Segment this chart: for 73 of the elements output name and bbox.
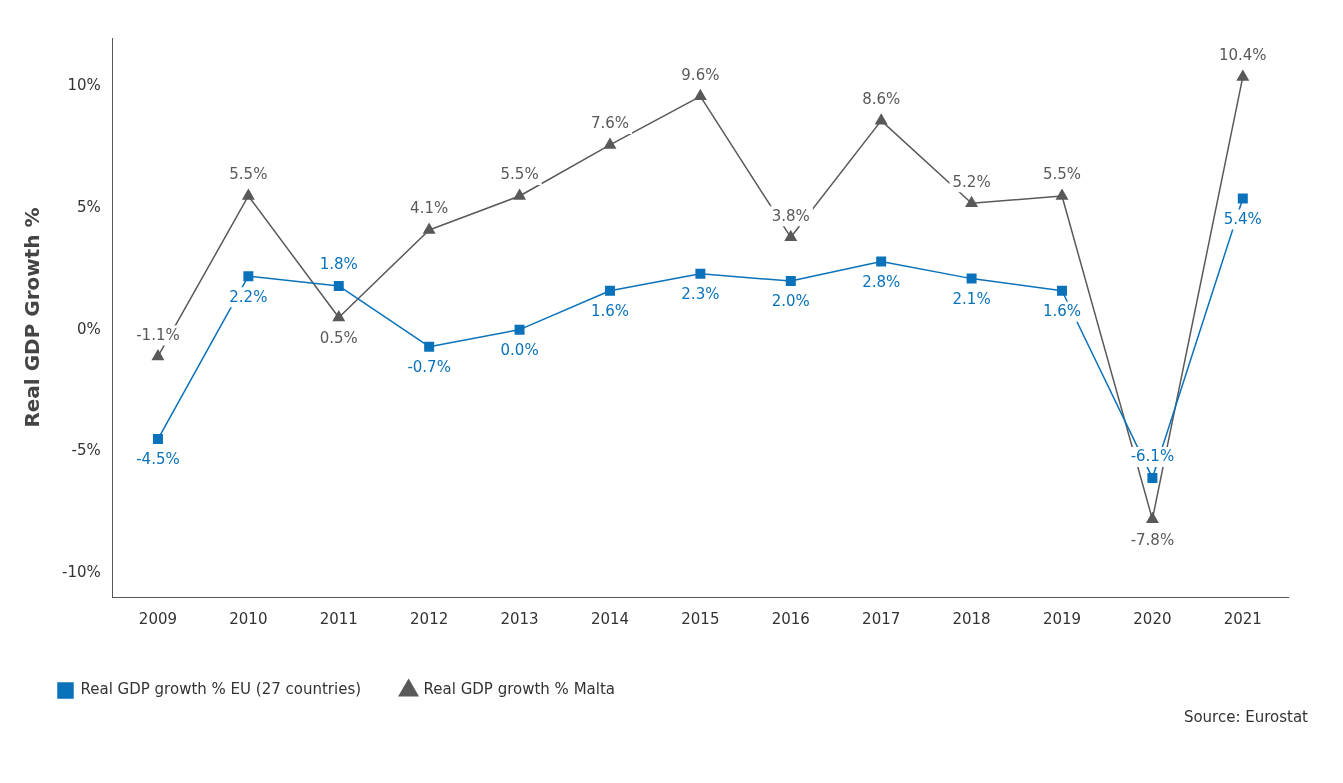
data-label: 2.8%	[862, 272, 901, 291]
legend-label: Real GDP growth % EU (27 countries)	[80, 680, 362, 699]
data-label: 5.5%	[1042, 165, 1082, 184]
data-label: 5.4%	[1223, 209, 1262, 228]
point	[604, 138, 616, 149]
point	[514, 324, 525, 335]
x-tick-label: 2014	[590, 609, 630, 628]
point	[785, 276, 796, 287]
data-label: 8.6%	[862, 90, 901, 109]
x-tick-label: 2010	[229, 609, 268, 628]
point	[424, 341, 435, 352]
data-label: 4.1%	[410, 199, 449, 218]
data-label: 10.4%	[1218, 46, 1267, 65]
x-tick-label: 2009	[138, 609, 178, 628]
data-label: 2.0%	[771, 292, 810, 311]
point	[1236, 70, 1249, 81]
point	[513, 189, 526, 200]
data-label: 0.5%	[319, 328, 358, 347]
data-label: 9.6%	[681, 65, 720, 84]
data-label: 2.2%	[229, 287, 268, 306]
point	[784, 230, 797, 242]
data-label: 2.3%	[681, 285, 720, 304]
legend-label: Real GDP growth % Malta	[423, 680, 616, 699]
point	[604, 285, 615, 296]
data-label: 7.6%	[590, 114, 630, 133]
data-label: 5.2%	[952, 172, 991, 191]
point	[1147, 472, 1158, 483]
point	[243, 271, 254, 282]
y-tick-label: 5%	[76, 198, 101, 217]
point	[1237, 193, 1248, 204]
x-tick-label: 2012	[410, 609, 449, 628]
point	[876, 256, 887, 267]
x-tick-label: 2020	[1133, 609, 1172, 628]
y-tick-label: -10%	[61, 562, 101, 581]
data-label: -7.8%	[1130, 530, 1175, 549]
data-label: -1.1%	[136, 325, 180, 344]
point	[1057, 285, 1067, 296]
point	[333, 280, 344, 291]
point	[694, 89, 707, 101]
y-axis-title: Real GDP Growth %	[20, 207, 45, 428]
x-tick-label: 2016	[771, 609, 810, 628]
data-label: 5.5%	[500, 165, 539, 184]
point	[332, 310, 345, 322]
data-label: 2.1%	[952, 290, 991, 308]
x-tick-label: 2015	[681, 609, 720, 628]
data-label: -4.5%	[136, 450, 180, 469]
point	[152, 349, 164, 361]
point	[242, 189, 255, 200]
data-label: 3.8%	[771, 206, 810, 225]
x-tick-label: 2011	[319, 609, 358, 628]
y-tick-label: -5%	[71, 441, 101, 460]
point	[965, 196, 978, 208]
point	[1056, 189, 1068, 200]
data-label: -6.1%	[1130, 447, 1175, 466]
y-tick-label: 10%	[67, 76, 101, 95]
point	[875, 113, 888, 125]
point	[966, 273, 977, 284]
y-tick-label: 0%	[76, 319, 101, 338]
data-label: 1.6%	[590, 302, 630, 321]
point	[152, 434, 163, 445]
data-label: 0.0%	[500, 341, 539, 360]
point	[695, 268, 706, 279]
x-tick-label: 2017	[862, 609, 901, 628]
x-tick-label: 2013	[500, 609, 539, 628]
source-note: Source: Eurostat	[1182, 708, 1309, 726]
data-label: 1.8%	[319, 255, 358, 274]
data-label: 5.5%	[229, 165, 268, 184]
data-label: 1.6%	[1042, 302, 1082, 321]
x-tick-label: 2018	[952, 609, 991, 628]
x-tick-label: 2021	[1223, 609, 1262, 628]
point	[423, 223, 436, 234]
data-label: -0.7%	[407, 358, 451, 377]
x-tick-label: 2019	[1042, 609, 1082, 628]
